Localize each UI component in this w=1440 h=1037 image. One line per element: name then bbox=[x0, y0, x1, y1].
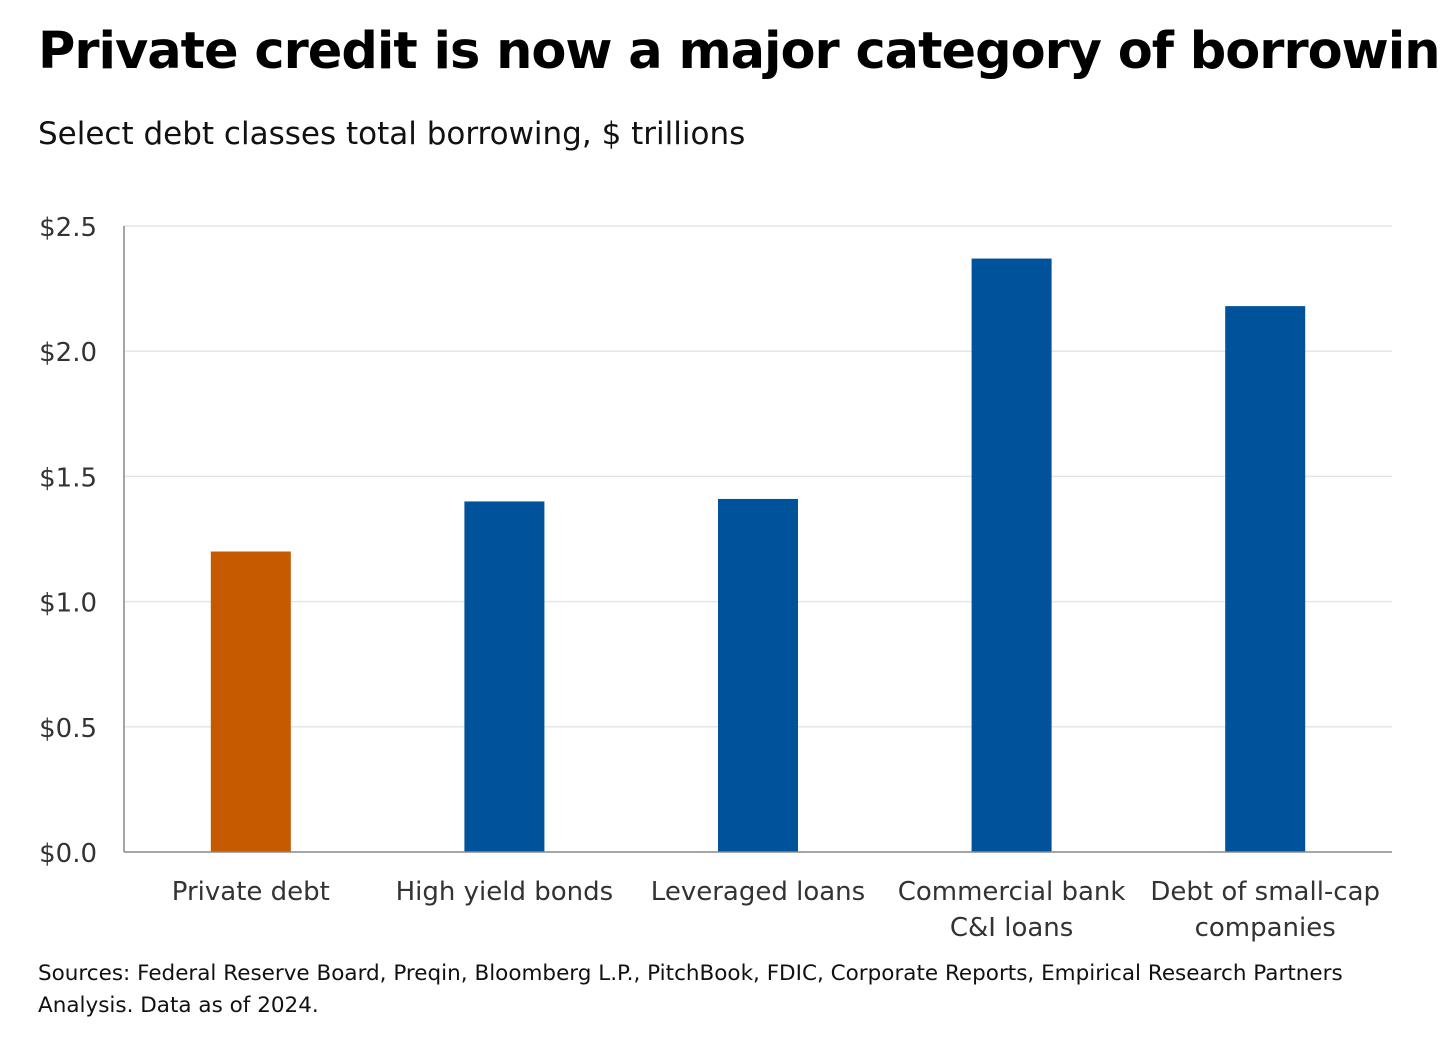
x-tick-label: High yield bonds bbox=[396, 877, 614, 907]
y-tick-labels: $0.0 $0.5 $1.0 $1.5 $2.0 $2.5 bbox=[39, 213, 97, 869]
y-tick-label: $0.5 bbox=[39, 714, 97, 744]
bar-chart: $0.0 $0.5 $1.0 $1.5 $2.0 $2.5 Private debt Hig… bbox=[39, 213, 1392, 943]
x-tick-labels: Private debt High yield bonds Leveraged lo… bbox=[172, 877, 1380, 943]
y-tick-label: $2.5 bbox=[39, 213, 97, 243]
x-tick-label: companies bbox=[1195, 913, 1336, 943]
chart-subtitle: Select debt classes total borrowing, $ t… bbox=[38, 116, 746, 152]
bar bbox=[464, 501, 545, 852]
x-tick-label: C&I loans bbox=[950, 913, 1073, 943]
bars bbox=[210, 258, 1306, 852]
axes bbox=[123, 226, 1392, 853]
y-tick-label: $2.0 bbox=[39, 338, 97, 368]
bar bbox=[971, 258, 1052, 852]
x-tick-label: Commercial bank bbox=[898, 877, 1126, 907]
source-note: Sources: Federal Reserve Board, Preqin, … bbox=[38, 961, 1343, 1018]
x-tick-label: Leveraged loans bbox=[651, 877, 865, 907]
y-tick-label: $1.0 bbox=[39, 589, 97, 619]
chart-title: Private credit is now a major category o… bbox=[38, 22, 1440, 81]
x-tick-label: Private debt bbox=[172, 877, 330, 907]
y-tick-label: $0.0 bbox=[39, 839, 97, 869]
bar bbox=[1225, 306, 1306, 852]
y-tick-label: $1.5 bbox=[39, 463, 97, 493]
bar bbox=[210, 551, 291, 852]
x-tick-label: Debt of small-cap bbox=[1150, 877, 1380, 907]
bar bbox=[718, 498, 798, 852]
